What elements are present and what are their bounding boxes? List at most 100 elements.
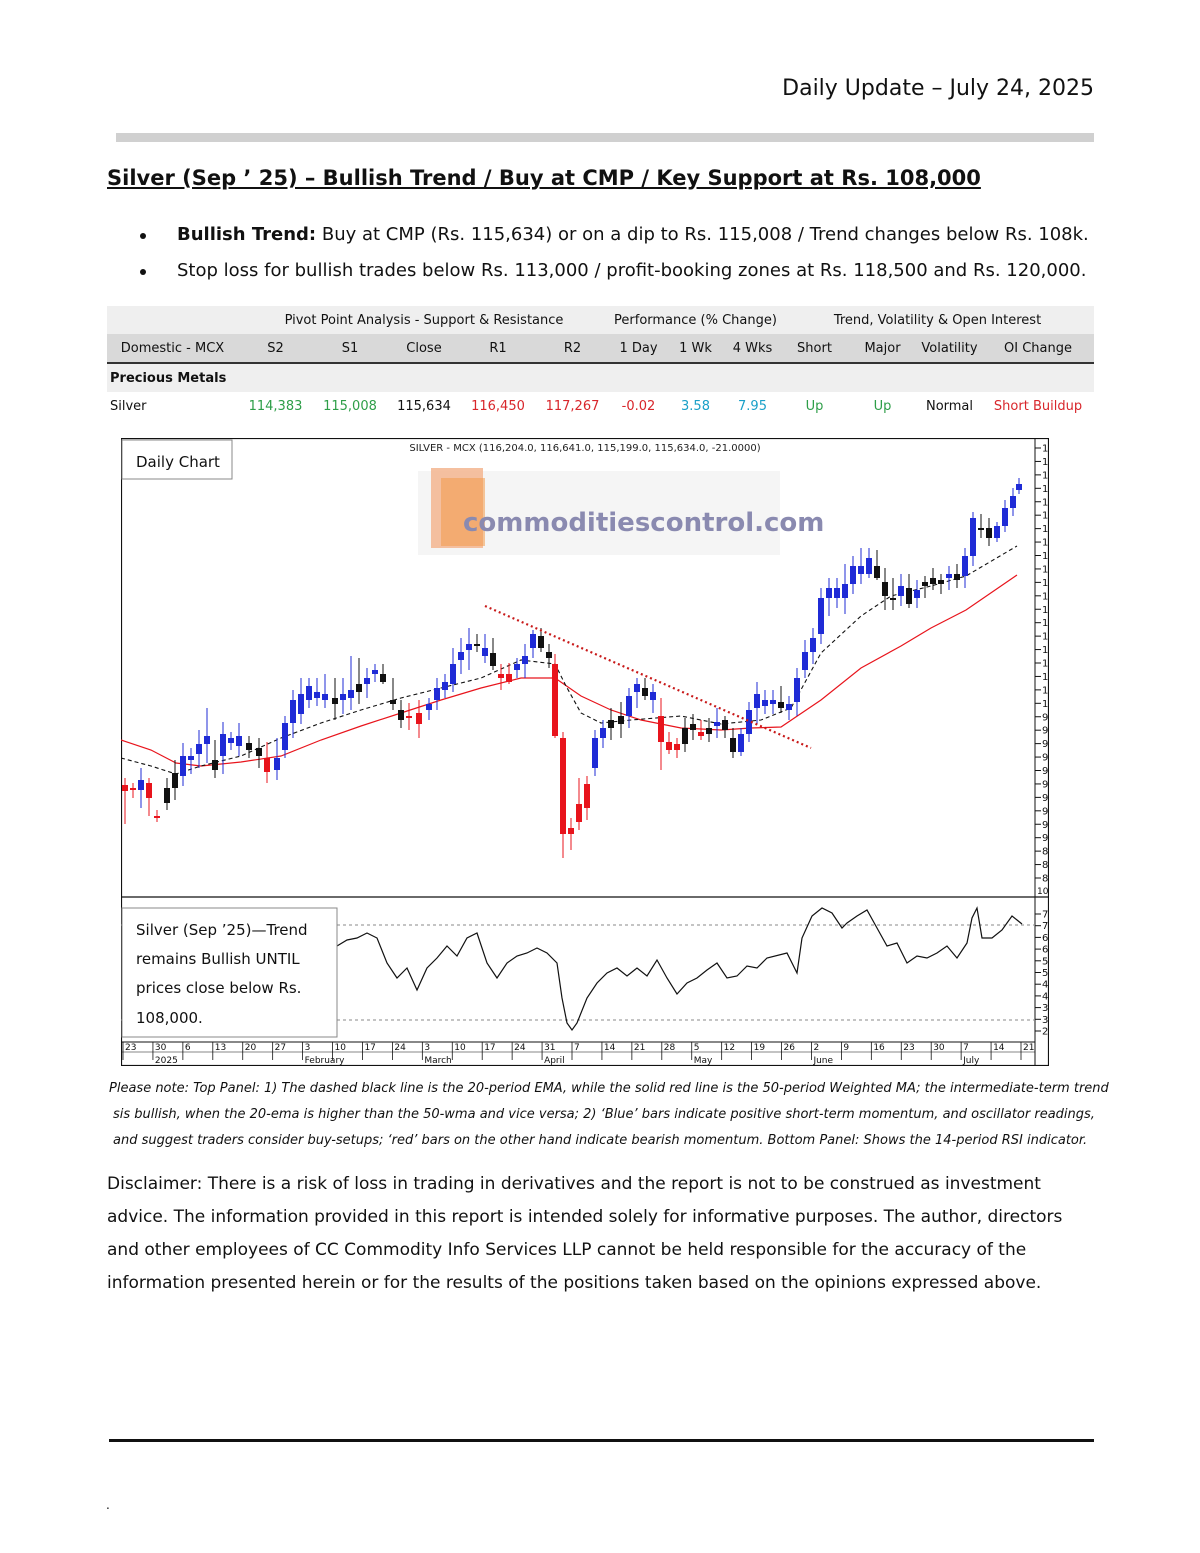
- date-tick-label: 31: [544, 1043, 555, 1053]
- candle: [1010, 488, 1016, 516]
- column-header: R1: [461, 334, 535, 364]
- candle: [164, 778, 170, 810]
- candle: [474, 634, 480, 652]
- candle: [608, 708, 614, 740]
- price-tick-label: 10500: [1042, 632, 1049, 643]
- candle: [746, 702, 752, 742]
- candle: [882, 568, 888, 610]
- candle: [778, 686, 784, 713]
- price-chart: commoditiescontrol.com SILVER - MCX (116…: [121, 438, 1049, 1066]
- date-tick-label: 17: [364, 1043, 375, 1053]
- date-tick-label: 6: [185, 1043, 191, 1053]
- candle: [122, 778, 128, 824]
- recommendation-list: Bullish Trend: Buy at CMP (Rs. 115,634) …: [140, 222, 1089, 294]
- candle: [340, 678, 346, 714]
- candle: [246, 736, 252, 758]
- column-header: Volatility: [917, 334, 982, 364]
- price-tick-label: 9100: [1042, 820, 1049, 831]
- candle: [938, 574, 944, 594]
- price-tick-label: 9000: [1042, 833, 1049, 844]
- price-tick-label: 11200: [1042, 538, 1049, 549]
- price-tick-label: 11600: [1042, 484, 1049, 495]
- candle: [1002, 500, 1008, 532]
- candle: [434, 678, 440, 710]
- candle: [954, 564, 960, 588]
- candle: [714, 708, 720, 738]
- candle: [682, 718, 688, 752]
- note-line: and suggest traders consider buy-setups;…: [113, 1133, 1088, 1148]
- date-tick-label: 10: [335, 1043, 347, 1053]
- rsi-axis: 10 7570656055504540353025: [1035, 887, 1049, 1038]
- rsi-tick-label: 40: [1042, 991, 1049, 1002]
- price-tick-label: 10400: [1042, 645, 1049, 656]
- rsi-tick-label: 35: [1042, 1003, 1049, 1014]
- candle: [584, 776, 590, 820]
- table-section-row: Precious Metals: [107, 363, 1094, 392]
- candle: [372, 664, 378, 682]
- candle: [322, 674, 328, 708]
- table-group-header: Pivot Point Analysis - Support & Resista…: [238, 306, 610, 334]
- candle: [406, 703, 412, 730]
- candle: [380, 664, 386, 684]
- candle: [576, 778, 582, 830]
- candle: [490, 638, 496, 670]
- candle: [818, 588, 824, 644]
- candle: [874, 550, 880, 580]
- candle: [204, 708, 210, 763]
- table-header-spacer: [107, 306, 238, 334]
- candle: [154, 810, 160, 822]
- four-week-change: 7.95: [738, 398, 767, 414]
- bullet-item: Bullish Trend: Buy at CMP (Rs. 115,634) …: [140, 222, 1089, 258]
- candle: [568, 818, 574, 850]
- price-tick-label: 10900: [1042, 578, 1049, 589]
- date-tick-label: 24: [394, 1043, 406, 1053]
- column-header: 1 Wk: [667, 334, 724, 364]
- candle: [978, 514, 984, 538]
- price-tick-label: 11300: [1042, 524, 1049, 535]
- candle: [314, 678, 320, 706]
- column-header: S2: [238, 334, 313, 364]
- date-tick-label: 21: [634, 1043, 645, 1053]
- candle: [274, 738, 280, 780]
- rsi-line: [336, 906, 1023, 1032]
- candle: [236, 723, 242, 756]
- rsi-annotation-line: prices close below Rs.: [136, 979, 301, 997]
- price-tick-label: 9400: [1042, 779, 1049, 790]
- date-tick-label: 17: [484, 1043, 495, 1053]
- candle: [426, 698, 432, 720]
- candle: [834, 578, 840, 608]
- date-tick-label: 27: [275, 1043, 286, 1053]
- month-label: July: [962, 1056, 980, 1066]
- candle: [180, 743, 186, 786]
- candle: [466, 628, 472, 670]
- candlesticks: [122, 478, 1022, 858]
- candle: [730, 728, 736, 758]
- bullet-icon: [140, 269, 146, 275]
- price-tick-label: 11700: [1042, 470, 1049, 481]
- bullet-icon: [140, 233, 146, 239]
- date-tick-label: 7: [963, 1043, 969, 1053]
- rsi-annotation-line: Silver (Sep ’25)—Trend: [136, 921, 308, 939]
- candle: [690, 714, 696, 740]
- candle: [802, 640, 808, 678]
- candle: [754, 682, 760, 724]
- candle: [552, 654, 558, 738]
- date-tick-label: 3: [424, 1043, 430, 1053]
- candle: [826, 578, 832, 616]
- candle: [738, 728, 744, 756]
- rsi-tick-label: 45: [1042, 980, 1049, 991]
- price-tick-label: 9900: [1042, 712, 1049, 723]
- rsi-annotation-line: 108,000.: [136, 1009, 203, 1027]
- rsi-annotation: Silver (Sep ’25)—Trend remains Bullish U…: [121, 907, 338, 1038]
- column-header: Domestic - MCX: [107, 334, 238, 364]
- candle: [986, 518, 992, 546]
- candle: [850, 556, 856, 594]
- price-tick-label: 8800: [1042, 860, 1049, 871]
- rsi-tick-label: 60: [1042, 945, 1049, 956]
- date-tick-label: 7: [574, 1043, 580, 1053]
- candle: [890, 578, 896, 610]
- date-tick-label: 16: [873, 1043, 885, 1053]
- candle: [188, 748, 194, 774]
- column-header: Major: [848, 334, 917, 364]
- column-header: Short: [781, 334, 848, 364]
